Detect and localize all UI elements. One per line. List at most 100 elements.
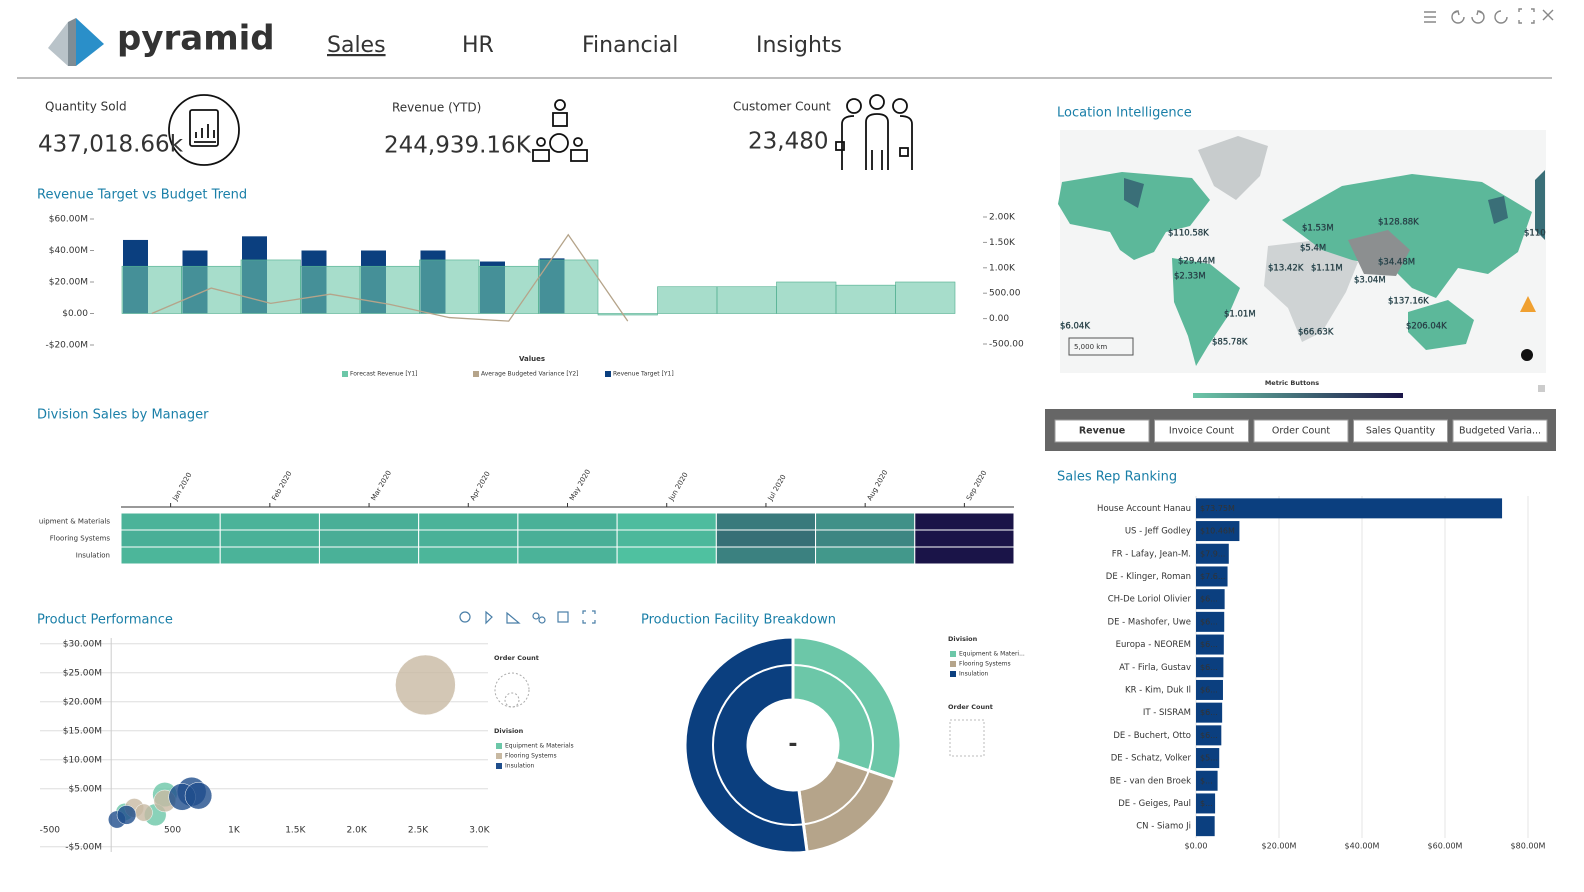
x-tick-label: Feb 2020 xyxy=(270,470,293,502)
heat-cell xyxy=(616,512,717,531)
data-label: $5... xyxy=(1200,754,1218,763)
chart-title: Sales Rep Ranking xyxy=(1057,470,1177,485)
kpi-icons xyxy=(168,94,913,170)
bar xyxy=(1196,566,1228,587)
heat-cell xyxy=(219,512,320,531)
legend-label: Revenue Target [Y1] xyxy=(613,371,674,378)
map-label: $1.11M xyxy=(1311,264,1343,274)
metric-button-label[interactable]: Sales Quantity xyxy=(1366,426,1436,437)
metric-button-label[interactable]: Budgeted Varia... xyxy=(1459,426,1541,437)
kpi-value: 23,480 xyxy=(748,129,828,155)
nav-tab[interactable]: Sales xyxy=(327,33,386,58)
legend-title: Division xyxy=(948,635,978,643)
y2-tick-label: -500.00 xyxy=(989,340,1024,350)
map-label: $1.53M xyxy=(1302,224,1334,234)
area-step xyxy=(478,265,539,314)
metric-button-label[interactable]: Revenue xyxy=(1079,426,1125,437)
bar xyxy=(1196,770,1218,791)
y-tick-label: DE - Mashofer, Uwe xyxy=(1108,617,1191,627)
bubble xyxy=(116,805,137,825)
y2-tick-label: 1.00K xyxy=(989,263,1016,273)
metric-button[interactable] xyxy=(1452,419,1548,443)
x-tick-label: $60.00M xyxy=(1428,842,1463,851)
y-tick-label: $10.00M xyxy=(63,755,102,765)
chart-toolbar[interactable] xyxy=(459,610,596,625)
y2-tick-label: 2.00K xyxy=(989,213,1016,223)
map-label: $29.44M xyxy=(1178,257,1215,267)
bar xyxy=(1196,521,1240,542)
metric-button[interactable] xyxy=(1054,419,1150,443)
x-tick-label: Jun 2020 xyxy=(667,471,690,503)
y-tick-label: -$20.00M xyxy=(45,341,88,351)
x-tick-label: 3.0K xyxy=(469,825,490,835)
world-map xyxy=(1058,130,1546,392)
map-label: $128.88K xyxy=(1378,218,1419,228)
heat-cell xyxy=(815,529,916,548)
heat-cell xyxy=(318,546,420,565)
y2-tick-label: 1.50K xyxy=(989,238,1016,248)
metric-title: Metric Buttons xyxy=(1265,379,1319,387)
heat-cell xyxy=(914,546,1015,565)
bar xyxy=(1196,725,1222,746)
data-label: $10.46M xyxy=(1200,527,1235,536)
x-tick-label: 500 xyxy=(164,825,181,835)
y-tick-label: AT - Firla, Gustav xyxy=(1119,663,1191,673)
size-legend xyxy=(949,719,985,757)
heat-cell xyxy=(418,529,519,548)
bubble xyxy=(134,803,153,822)
x-tick-label: Apr 2020 xyxy=(469,470,492,502)
size-legend xyxy=(504,692,520,708)
metric-button[interactable] xyxy=(1353,419,1448,443)
data-label: $7.9... xyxy=(1200,549,1225,558)
bar xyxy=(1196,543,1229,564)
map-label: $3.04M xyxy=(1354,276,1386,286)
heat-cell xyxy=(318,529,420,548)
y-tick-label: -$5.00M xyxy=(65,842,102,852)
map-label: $137.16K xyxy=(1388,297,1429,307)
heat-cell xyxy=(616,529,717,548)
logo-text: pyramid xyxy=(117,19,275,59)
y-tick-label: KR - Kim, Duk Il xyxy=(1125,685,1191,695)
window-toolbar[interactable] xyxy=(1424,8,1554,24)
area-step xyxy=(538,259,599,314)
legend-swatch xyxy=(342,371,348,377)
heat-cell xyxy=(219,529,320,548)
map-label: $110.58K xyxy=(1168,229,1209,239)
legend-swatch xyxy=(950,651,956,657)
metric-button[interactable] xyxy=(1253,419,1349,443)
map-label: $2.33M xyxy=(1174,272,1206,282)
y-tick-label: $5.00M xyxy=(68,784,102,794)
metric-button-label[interactable]: Invoice Count xyxy=(1169,426,1234,437)
bar xyxy=(1196,816,1215,837)
y-tick-label: IT - SISRAM xyxy=(1143,708,1191,718)
legend-title: Division xyxy=(494,727,524,735)
legend-swatch xyxy=(496,743,502,749)
row-label: Insulation xyxy=(76,552,110,560)
area-step xyxy=(359,265,420,314)
y-tick-label: Europa - NEOREM xyxy=(1116,640,1191,650)
legend-swatch xyxy=(605,371,611,377)
nav-tab[interactable]: Financial xyxy=(582,33,678,58)
data-label: $... xyxy=(1200,799,1213,808)
data-label: $6... xyxy=(1200,708,1218,717)
y-tick-label: BE - van den Broek xyxy=(1110,776,1191,786)
heat-cell xyxy=(616,546,717,565)
map-label: $206.04K xyxy=(1406,322,1447,332)
map-scale: 5,000 km xyxy=(1074,343,1107,351)
nav-tab[interactable]: Insights xyxy=(756,33,842,58)
metric-button-label[interactable]: Order Count xyxy=(1272,426,1331,437)
nav-tab[interactable]: HR xyxy=(462,33,494,58)
legend-label: Equipment & Materials xyxy=(505,743,574,750)
metric-button[interactable] xyxy=(1154,419,1249,443)
y-tick-label: DE - Buchert, Otto xyxy=(1113,731,1191,741)
x-tick-label: -500 xyxy=(40,825,61,835)
legend-swatch xyxy=(950,671,956,677)
bar xyxy=(1196,793,1216,814)
legend-swatch xyxy=(496,753,502,759)
data-label: $6... xyxy=(1200,595,1218,604)
x-tick-label: $0.00 xyxy=(1185,842,1208,851)
x-tick-label: $80.00M xyxy=(1511,842,1546,851)
y-tick-label: $15.00M xyxy=(63,726,102,736)
chart-title: Product Performance xyxy=(37,613,173,628)
bar xyxy=(1196,634,1224,655)
